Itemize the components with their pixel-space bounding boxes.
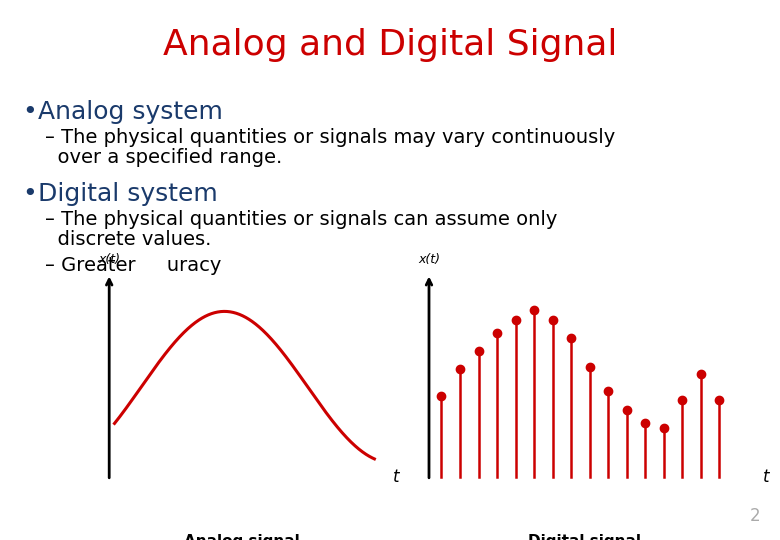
Text: Analog and Digital Signal: Analog and Digital Signal [163, 28, 617, 62]
Text: t: t [763, 468, 769, 486]
Text: Digital signal: Digital signal [529, 534, 641, 540]
Text: 2: 2 [750, 507, 760, 525]
Text: over a specified range.: over a specified range. [45, 148, 282, 167]
Text: •: • [22, 182, 37, 206]
Text: – The physical quantities or signals may vary continuously: – The physical quantities or signals may… [45, 128, 615, 147]
Text: t: t [393, 468, 399, 486]
Text: •: • [22, 100, 37, 124]
Text: x(t): x(t) [418, 253, 440, 266]
Text: Digital system: Digital system [38, 182, 218, 206]
Text: – The physical quantities or signals can assume only: – The physical quantities or signals can… [45, 210, 558, 229]
Text: discrete values.: discrete values. [45, 230, 211, 249]
Text: – Greater     uracy: – Greater uracy [45, 256, 222, 275]
Text: Analog system: Analog system [38, 100, 223, 124]
Text: x(t): x(t) [98, 253, 120, 266]
Text: Analog signal: Analog signal [184, 534, 300, 540]
